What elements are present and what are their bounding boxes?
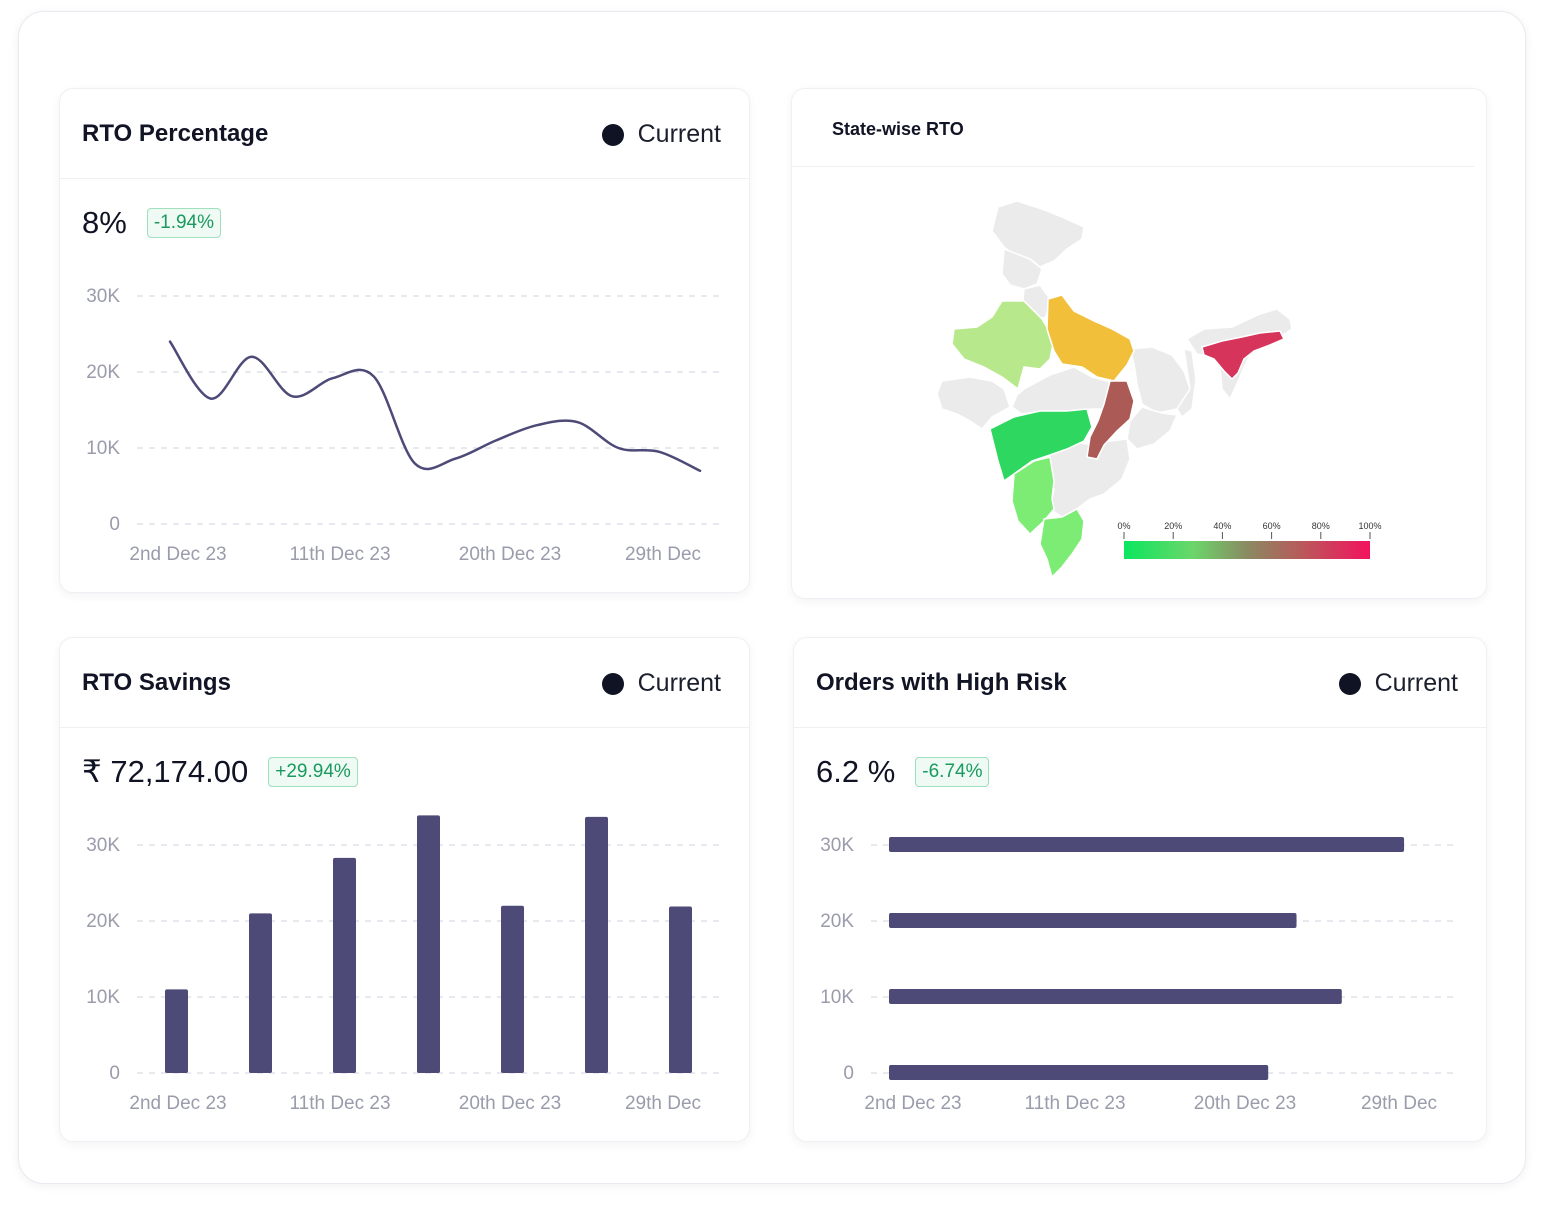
x-tick-label: 11th Dec 23 [1024,1093,1125,1114]
card-title: RTO Percentage [82,120,269,147]
scale-label: 0% [1117,521,1130,531]
x-tick-label: 29th Dec [625,544,701,565]
scale-label: 40% [1213,521,1231,531]
metric: 6.2 % -6.74% [816,754,990,790]
state-west-bengal [1176,347,1197,419]
x-tick-label: 29th Dec [1361,1093,1437,1114]
bar [889,989,1342,1004]
x-tick-label: 20th Dec 23 [459,1093,561,1114]
state-assam [1201,330,1286,381]
card-title: Orders with High Risk [816,669,1067,696]
y-tick-label: 10K [820,987,854,1008]
state-maharashtra [989,408,1093,483]
state-tamil-nadu [1039,507,1085,579]
scale-label: 20% [1164,521,1182,531]
x-tick-label: 29th Dec [625,1093,701,1114]
rto-savings-card: RTO Savings Current ₹ 72,174.00 +29.94% … [59,637,750,1142]
state-gujarat [936,376,1011,430]
metric-value: 6.2 % [816,754,896,789]
series-line [168,340,702,473]
card-header: RTO Savings Current [60,638,749,728]
rto-percentage-line-chart[interactable]: 0 10K 20K 30K 2nd Dec 23 11th Dec 23 20th Dec … [60,89,751,594]
rto-percentage-card: RTO Percentage Current 8% -1.94% 0 10K 20K… [59,88,750,593]
y-tick-label: 0 [843,1063,854,1084]
x-tick-label: 2nd Dec 23 [129,1093,226,1114]
rto-savings-bar-chart[interactable]: 0 10K 20K 30K 2nd Dec 23 11th Dec 23 20th Dec … [60,638,751,1143]
card-title: RTO Savings [82,669,231,696]
scale-gradient-bar [1124,541,1370,559]
state-chhattisgarh [1086,380,1135,460]
y-tick-label: 10K [86,438,120,459]
change-badge: -6.74% [915,757,990,787]
legend-dot-icon [601,123,624,146]
metric: ₹ 72,174.00 +29.94% [82,754,358,790]
y-tick-label: 20K [820,911,854,932]
x-tick-label: 11th Dec 23 [289,544,390,565]
bar [889,1065,1269,1080]
card-title: State-wise RTO [832,119,964,139]
bar [889,837,1405,852]
high-risk-card: Orders with High Risk Current 6.2 % -6.7… [793,637,1487,1142]
x-tick-label: 11th Dec 23 [289,1093,390,1114]
map-base [936,200,1293,518]
metric: 8% -1.94% [82,205,222,241]
x-tick-label: 20th Dec 23 [1194,1093,1296,1114]
x-tick-label: 2nd Dec 23 [129,544,226,565]
state-karnataka [1011,456,1055,536]
bar [669,906,692,1073]
y-tick-label: 20K [86,911,120,932]
bar [585,816,608,1073]
card-header: State-wise RTO [792,89,1474,167]
legend-dot-icon [601,672,624,695]
legend-dot-icon [1338,672,1361,695]
legend-label: Current [637,669,721,697]
bar [889,913,1297,928]
bar [501,905,524,1073]
y-tick-label: 20K [86,362,120,383]
state-uttar-pradesh [1046,294,1135,382]
bar [165,989,188,1073]
legend[interactable]: Current [601,669,721,698]
scale-label: 60% [1263,521,1281,531]
state-jammu-kashmir [991,200,1085,268]
high-risk-bar-chart[interactable]: 0 10K 20K 30K 2nd Dec 23 11th Dec 23 20th Dec … [794,638,1488,1143]
card-header: RTO Percentage Current [60,89,749,179]
bar [249,913,272,1073]
legend-label: Current [637,120,721,148]
change-badge: -1.94% [146,208,222,238]
legend[interactable]: Current [601,120,721,149]
metric-value: 8% [82,205,127,240]
y-tick-label: 10K [86,987,120,1008]
y-tick-label: 30K [820,835,854,856]
change-badge: +29.94% [268,757,358,787]
legend[interactable]: Current [1338,669,1458,698]
state-odisha [1126,406,1179,450]
y-tick-label: 0 [109,514,120,535]
metric-value: ₹ 72,174.00 [82,754,249,789]
legend-label: Current [1374,669,1458,697]
bar [333,857,356,1073]
rto-color-scale: 0% 20% 40% 60% 80% 100% [1117,521,1382,559]
x-tick-label: 20th Dec 23 [459,544,561,565]
bar [417,815,440,1073]
y-tick-label: 0 [109,1063,120,1084]
scale-label: 80% [1312,521,1330,531]
card-header: Orders with High Risk Current [794,638,1486,728]
scale-label: 100% [1358,521,1381,531]
india-map[interactable]: 0% 20% 40% 60% 80% 100% [792,89,1488,600]
state-rto-card: State-wise RTO [791,88,1487,599]
y-tick-label: 30K [86,835,120,856]
state-madhya-pradesh [1011,366,1134,415]
x-tick-label: 2nd Dec 23 [864,1093,961,1114]
state-himachal-punjab [1001,247,1043,290]
y-tick-label: 30K [86,286,120,307]
